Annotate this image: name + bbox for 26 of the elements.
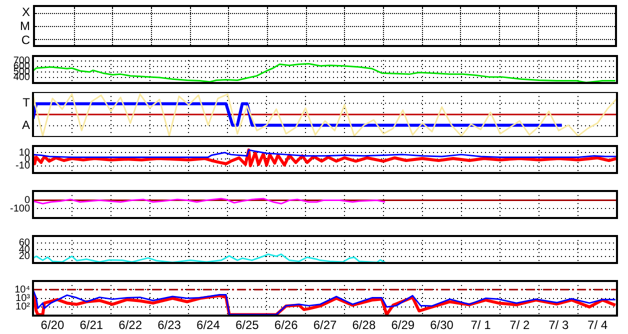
x-tick-label: 6/20 bbox=[40, 318, 64, 332]
x-tick-label: 6/28 bbox=[352, 318, 376, 332]
text: A bbox=[22, 118, 30, 132]
x-tick-label: 6/26 bbox=[274, 318, 298, 332]
x-tick-label: 6/29 bbox=[391, 318, 415, 332]
y-tick-label: 400 bbox=[13, 72, 30, 84]
y-tick-label: 10⁴ bbox=[14, 284, 30, 296]
x-tick-label: 7/ 4 bbox=[588, 318, 608, 332]
text: T bbox=[22, 96, 31, 110]
y-tick-label: -100 bbox=[10, 203, 30, 214]
x-tick-label: 6/23 bbox=[158, 318, 182, 332]
text: C bbox=[21, 33, 30, 47]
x-tick-label: 6/22 bbox=[118, 318, 142, 332]
x-tick-label: 6/21 bbox=[80, 318, 104, 332]
y-tick-label: 20 bbox=[18, 251, 30, 262]
x-tick-label: 6/24 bbox=[196, 318, 220, 332]
x-tick-label: 6/30 bbox=[430, 318, 454, 332]
y-tick-label: 10² bbox=[16, 302, 31, 313]
x-tick-label: 7/ 2 bbox=[510, 318, 530, 332]
x-tick-label: 6/27 bbox=[313, 318, 337, 332]
x-tick-label: 7/ 3 bbox=[548, 318, 569, 332]
text: X bbox=[22, 5, 30, 19]
text: M bbox=[20, 19, 30, 33]
y-tick-label: -10 bbox=[16, 160, 30, 172]
x-tick-label: 6/25 bbox=[235, 318, 260, 332]
x-tick-label: 7/ 1 bbox=[470, 318, 492, 332]
